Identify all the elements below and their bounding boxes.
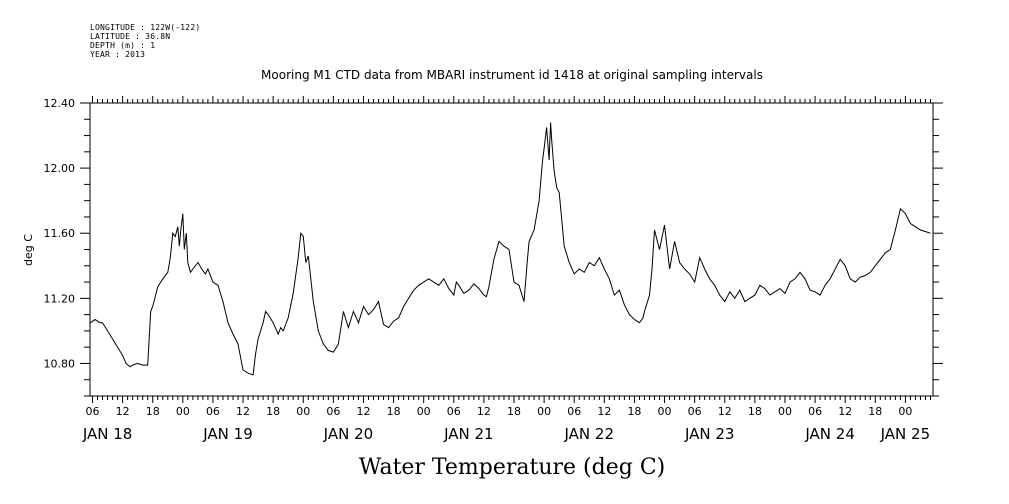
y-axis-label: deg C bbox=[22, 234, 35, 266]
x-axis-label: Water Temperature (deg C) bbox=[359, 455, 666, 480]
x-hour-tick-label: 00 bbox=[537, 405, 551, 418]
x-hour-tick-label: 18 bbox=[387, 405, 401, 418]
plot-frame bbox=[89, 102, 934, 397]
x-hour-tick-label: 18 bbox=[868, 405, 882, 418]
x-hour-tick-label: 12 bbox=[116, 405, 130, 418]
y-tick-label: 12.00 bbox=[44, 162, 76, 175]
x-hour-tick-label: 18 bbox=[146, 405, 160, 418]
x-hour-tick-label: 00 bbox=[176, 405, 190, 418]
x-hour-tick-label: 12 bbox=[236, 405, 250, 418]
y-tick-label: 11.20 bbox=[44, 292, 76, 305]
y-tick-label: 12.40 bbox=[44, 97, 76, 110]
longitude-label: LONGITUDE : 122W(-122) bbox=[90, 23, 201, 32]
x-hour-tick-label: 12 bbox=[597, 405, 611, 418]
x-hour-tick-label: 06 bbox=[86, 405, 100, 418]
x-day-label: JAN 22 bbox=[564, 425, 615, 443]
x-hour-tick-label: 00 bbox=[778, 405, 792, 418]
chart-title: Mooring M1 CTD data from MBARI instrumen… bbox=[261, 68, 763, 82]
axis-tick-labels: 06 12 18 00 06 12 18 00 06 12 18 00 06 12 18 00 06 12 18 00… bbox=[44, 97, 931, 443]
depth-label: DEPTH (m) : 1 bbox=[90, 41, 156, 50]
x-day-label: JAN 24 bbox=[804, 425, 855, 443]
x-hour-tick-label: 06 bbox=[447, 405, 461, 418]
x-hour-tick-label: 12 bbox=[356, 405, 370, 418]
x-hour-tick-label: 18 bbox=[507, 405, 521, 418]
x-hour-tick-label: 06 bbox=[206, 405, 220, 418]
x-hour-tick-label: 06 bbox=[688, 405, 702, 418]
y-tick-label: 11.60 bbox=[44, 227, 76, 240]
year-label: YEAR : 2013 bbox=[90, 50, 146, 59]
axis-ticks bbox=[80, 96, 943, 403]
x-hour-tick-label: 00 bbox=[898, 405, 912, 418]
x-hour-tick-label: 00 bbox=[658, 405, 672, 418]
x-hour-tick-label: 06 bbox=[326, 405, 340, 418]
x-day-label: JAN 21 bbox=[443, 425, 494, 443]
series-line bbox=[90, 122, 931, 376]
x-hour-tick-label: 12 bbox=[838, 405, 852, 418]
x-hour-tick-label: 00 bbox=[296, 405, 310, 418]
x-hour-tick-label: 18 bbox=[748, 405, 762, 418]
y-tick-label: 10.80 bbox=[44, 357, 76, 370]
x-hour-tick-label: 12 bbox=[477, 405, 491, 418]
x-day-label: JAN 25 bbox=[880, 425, 931, 443]
x-hour-tick-label: 00 bbox=[417, 405, 431, 418]
x-hour-tick-label: 12 bbox=[718, 405, 732, 418]
x-hour-tick-label: 06 bbox=[567, 405, 581, 418]
latitude-label: LATITUDE : 36.8N bbox=[90, 32, 171, 41]
x-hour-tick-label: 18 bbox=[266, 405, 280, 418]
x-hour-tick-label: 18 bbox=[627, 405, 641, 418]
x-day-label: JAN 18 bbox=[82, 425, 133, 443]
x-hour-tick-label: 06 bbox=[808, 405, 822, 418]
x-day-label: JAN 19 bbox=[202, 425, 253, 443]
x-day-label: JAN 20 bbox=[323, 425, 374, 443]
x-day-label: JAN 23 bbox=[684, 425, 735, 443]
